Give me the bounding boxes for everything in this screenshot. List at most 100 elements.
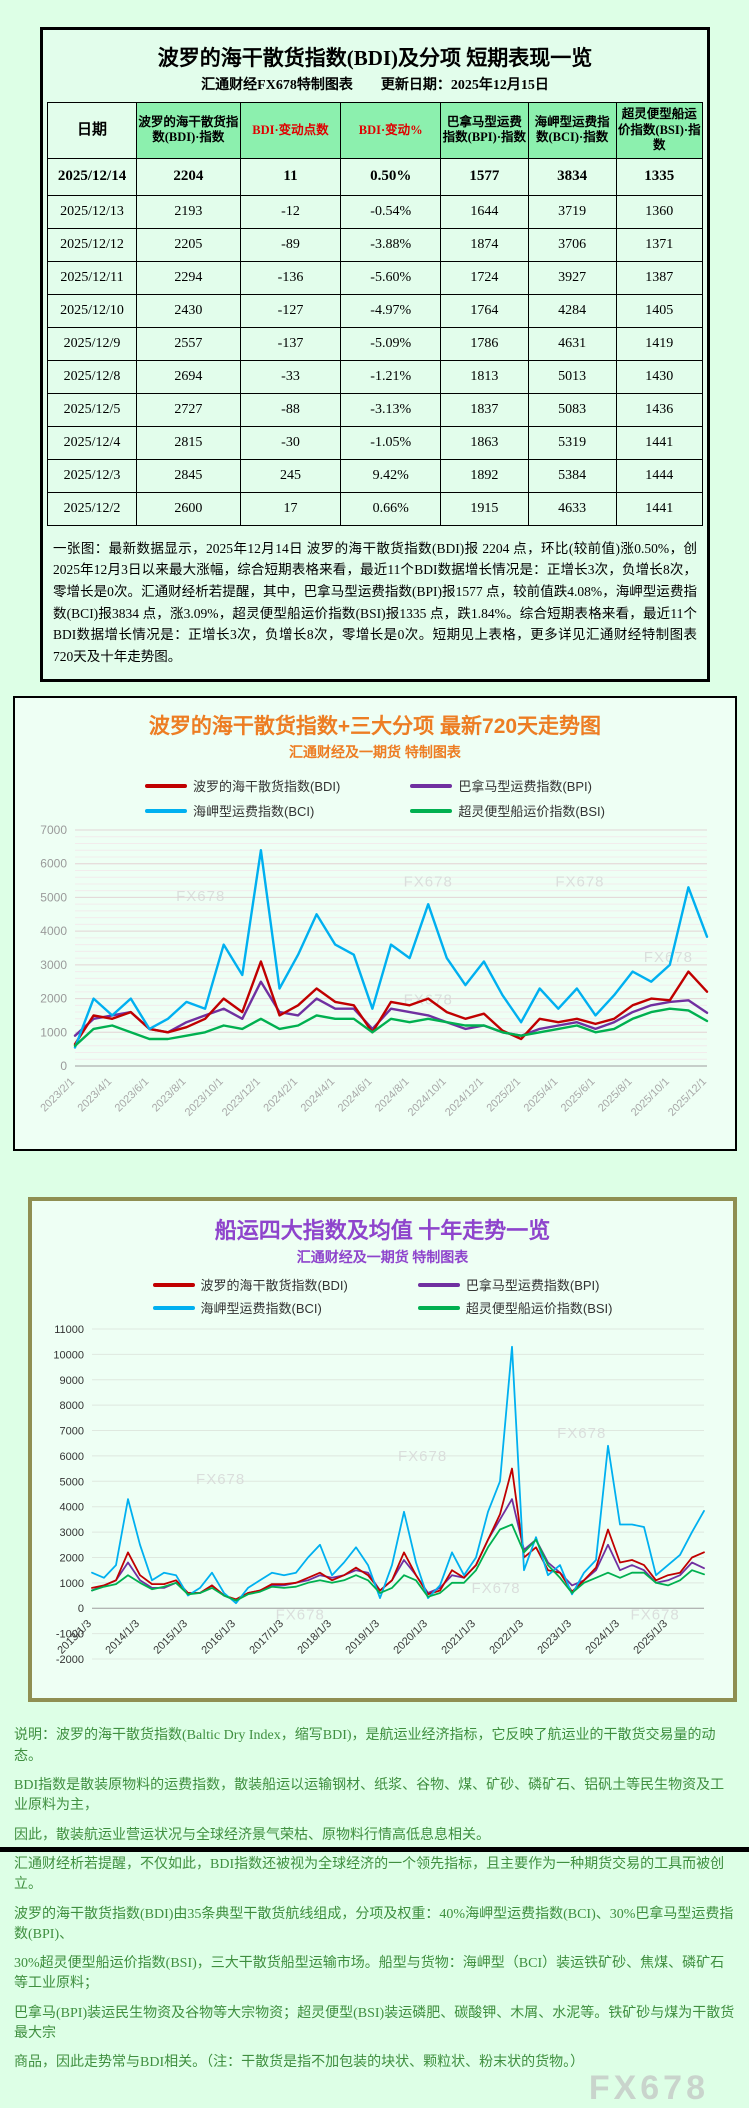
table-cell: 2025/12/5 — [46, 392, 138, 427]
legend-item: 波罗的海干散货指数(BDI) — [152, 1275, 348, 1294]
table-cell: 5013 — [527, 359, 617, 394]
svg-text:0: 0 — [60, 1059, 67, 1073]
table-cell: -5.09% — [340, 326, 441, 361]
svg-text:9000: 9000 — [60, 1375, 84, 1387]
table-cell: 2025/12/12 — [46, 227, 138, 262]
svg-text:5000: 5000 — [40, 891, 67, 905]
table-cell: 4631 — [527, 326, 617, 361]
footer-line: 30%超灵便型船运价指数(BSI)，三大干散货船型运输市场。船型与货物：海岬型（… — [14, 1956, 725, 1992]
legend-label: 巴拿马型运费指数(BPI) — [458, 779, 592, 795]
fx678-watermark: FX678 — [588, 2068, 709, 2107]
table-cell: -127 — [239, 293, 342, 328]
chart-watermark: FX678 — [557, 1425, 606, 1442]
bottom-border — [0, 1847, 749, 1852]
x-axis-label: 2020/1/3 — [391, 1618, 430, 1657]
x-axis-label: 2024/12/1 — [443, 1076, 486, 1119]
table-cell: 1813 — [439, 359, 529, 394]
x-axis-label: 2017/1/3 — [247, 1618, 286, 1657]
table-cell: -1.05% — [340, 425, 441, 460]
svg-text:10000: 10000 — [53, 1350, 84, 1362]
chart-10year: -2000 -1000 0 1000 2000 3000 4000 5000 6000 7000 8… — [34, 1319, 731, 1696]
x-axis-label: 2025/10/1 — [629, 1076, 672, 1119]
legend-item: 波罗的海干散货指数(BDI) — [145, 776, 340, 795]
x-axis-label: 2024/1/3 — [583, 1618, 622, 1657]
svg-text:6000: 6000 — [40, 857, 67, 871]
table-cell: 3719 — [527, 194, 617, 229]
svg-text:-2000: -2000 — [56, 1654, 84, 1666]
svg-text:1000: 1000 — [40, 1026, 67, 1040]
table-cell: 1764 — [439, 293, 529, 328]
column-header: BDI·变动% — [340, 102, 441, 159]
table-cell: 2025/12/8 — [46, 359, 138, 394]
table-cell: 3834 — [527, 157, 617, 196]
table-cell: -89 — [239, 227, 342, 262]
table-cell: 2025/12/14 — [46, 157, 138, 196]
chart-10year-subtitle: 汇通财经及一期货 特制图表 — [296, 1251, 469, 1267]
x-axis-label: 2014/1/3 — [103, 1618, 142, 1657]
table-cell: 2025/12/13 — [46, 194, 138, 229]
table-row: 2025/12/9 2557 -137 -5.09% 1786 4631 1419 — [46, 326, 703, 361]
series-line-0 — [73, 960, 709, 1046]
table-cell: 2845 — [136, 458, 241, 493]
table-cell: 2205 — [136, 227, 241, 262]
table-cell: 1892 — [439, 458, 529, 493]
table-row: 2025/12/10 2430 -127 -4.97% 1764 4284 1405 — [46, 293, 703, 328]
chart-watermark: FX678 — [404, 992, 453, 1009]
x-axis-label: 2025/2/1 — [484, 1076, 523, 1115]
table-cell: 2025/12/2 — [46, 491, 138, 526]
legend-line-swatch — [152, 1282, 195, 1287]
svg-text:11000: 11000 — [54, 1324, 84, 1336]
table-cell: 1444 — [615, 458, 703, 493]
column-header: 海岬型运费指数(BCI)·指数 — [527, 102, 617, 159]
table-cell: 9.42% — [340, 458, 441, 493]
column-header: 超灵便型船运价指数(BSI)·指数 — [615, 102, 703, 159]
chart-720day-svg: 010002000300040005000600070002023/2/1202… — [38, 823, 709, 1119]
bdi-short-term-panel: 波罗的海干散货指数(BDI)及分项 短期表现一览 汇通财经FX678特制图表 更… — [40, 27, 710, 683]
table-cell: -136 — [239, 260, 342, 295]
table-cell: 5319 — [527, 425, 617, 460]
table-cell: -12 — [239, 194, 342, 229]
table-cell: 1430 — [615, 359, 703, 394]
table-cell: 1837 — [439, 392, 529, 427]
table-cell: 2204 — [136, 157, 241, 196]
legend-label: 海岬型运费指数(BCI) — [200, 1301, 322, 1317]
table-cell: -88 — [239, 392, 342, 427]
legend-line-swatch — [417, 1305, 460, 1310]
bdi-table-header: 日期 波罗的海干散货指数(BDI)·指数 BDI·变动点数 BDI·变动% 巴拿马型运费… — [46, 102, 703, 159]
table-cell: -5.60% — [340, 260, 441, 295]
table-cell: 1724 — [439, 260, 529, 295]
svg-text:5000: 5000 — [60, 1477, 84, 1489]
table-cell: -1.21% — [340, 359, 441, 394]
table-cell: 5083 — [527, 392, 617, 427]
table-cell: 1441 — [615, 425, 703, 460]
table-row: 2025/12/11 2294 -136 -5.60% 1724 3927 1387 — [46, 260, 703, 295]
x-axis-label: 2023/8/1 — [150, 1076, 189, 1115]
table-cell: -30 — [239, 425, 342, 460]
footer-line: 汇通财经析若提醒，不仅如此，BDI指数还被视为全球经济的一个领先指标，且主要作为… — [14, 1856, 725, 1893]
legend-item: 巴拿马型运费指数(BPI) — [417, 1275, 613, 1294]
x-axis-label: 2021/1/3 — [439, 1618, 478, 1657]
table-cell: 2430 — [136, 293, 241, 328]
chart-720day-panel: 波罗的海干散货指数+三大分项 最新720天走势图 汇通财经及一期货 特制图表 波… — [13, 696, 737, 1152]
table-cell: -33 — [239, 359, 342, 394]
legend-item: 超灵便型船运价指数(BSI) — [410, 801, 605, 820]
legend-item: 海岬型运费指数(BCI) — [145, 801, 340, 820]
table-cell: 3927 — [527, 260, 617, 295]
table-cell: 1371 — [615, 227, 703, 262]
table-cell: 2815 — [136, 425, 241, 460]
chart-watermark: FX678 — [276, 1607, 325, 1624]
column-header: 日期 — [46, 102, 138, 159]
x-axis-label: 2025/1/3 — [631, 1618, 670, 1657]
table-cell: -137 — [239, 326, 342, 361]
legend-line-swatch — [145, 783, 188, 788]
svg-text:4000: 4000 — [40, 925, 67, 939]
table-cell: 11 — [239, 157, 342, 196]
series-line-1 — [73, 980, 709, 1038]
bdi-table: 日期 波罗的海干散货指数(BDI)·指数 BDI·变动点数 BDI·变动% 巴拿马型运费… — [46, 102, 703, 526]
table-cell: 1436 — [615, 392, 703, 427]
table-cell: 245 — [239, 458, 342, 493]
x-axis-label: 2023/12/1 — [220, 1076, 263, 1119]
table-cell: 1387 — [615, 260, 703, 295]
svg-text:-1000: -1000 — [56, 1629, 84, 1641]
legend-label: 波罗的海干散货指数(BDI) — [193, 779, 341, 795]
